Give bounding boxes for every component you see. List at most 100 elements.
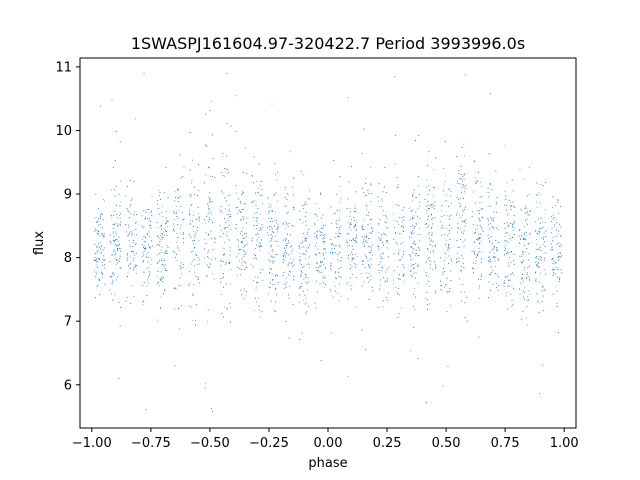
data-point (461, 284, 463, 286)
x-tick-label: 1.00 (550, 436, 579, 451)
data-point (116, 205, 117, 206)
data-point (173, 223, 175, 225)
data-point (102, 237, 104, 239)
data-point (415, 223, 417, 225)
data-point (272, 279, 274, 281)
data-point (458, 172, 460, 174)
data-point (111, 189, 112, 191)
data-point (555, 219, 557, 221)
data-point (211, 219, 213, 221)
data-point (272, 279, 273, 281)
data-point (240, 220, 242, 221)
data-point (322, 214, 324, 216)
data-point (512, 237, 514, 238)
data-point (214, 177, 216, 178)
data-point (306, 311, 308, 312)
data-point (116, 259, 118, 260)
data-point (127, 210, 129, 212)
data-point (462, 185, 464, 187)
data-point (158, 213, 160, 215)
data-point (369, 219, 371, 220)
data-point (414, 308, 416, 310)
data-point (286, 247, 288, 249)
data-point (322, 261, 323, 263)
data-point (299, 338, 300, 340)
data-point (449, 239, 451, 240)
data-point (334, 272, 336, 274)
data-point (504, 144, 506, 146)
data-point (462, 233, 464, 235)
data-point (97, 233, 99, 235)
data-point (536, 243, 538, 245)
data-point (339, 252, 340, 254)
data-point (101, 213, 103, 215)
data-point (459, 278, 461, 280)
data-point (525, 205, 527, 207)
data-point (226, 307, 228, 309)
data-point (331, 244, 332, 245)
data-point (314, 222, 316, 224)
data-point (143, 261, 144, 263)
data-point (504, 282, 506, 284)
data-point (368, 298, 370, 300)
x-tick-label: 0.25 (373, 436, 402, 451)
data-point (560, 235, 561, 237)
data-point (354, 204, 356, 206)
data-point (253, 156, 255, 158)
data-point (101, 273, 103, 274)
data-point (147, 261, 149, 263)
data-point (196, 264, 198, 265)
data-point (463, 143, 465, 145)
data-point (285, 287, 287, 288)
data-point (419, 240, 421, 242)
data-point (540, 228, 542, 230)
data-point (285, 238, 287, 240)
data-point (290, 246, 291, 248)
data-point (156, 222, 158, 223)
data-point (538, 258, 539, 260)
data-point (505, 244, 507, 246)
data-point (460, 228, 462, 230)
data-point (371, 287, 373, 289)
data-point (293, 225, 295, 227)
data-point (189, 194, 191, 196)
data-point (293, 264, 295, 266)
data-point (536, 263, 538, 265)
data-point (304, 303, 306, 305)
data-point (143, 300, 145, 302)
data-point (554, 262, 556, 264)
data-point (449, 288, 451, 289)
data-point (324, 251, 326, 253)
data-point (399, 233, 401, 235)
data-point (447, 215, 449, 217)
data-point (441, 234, 443, 236)
data-point (475, 238, 477, 240)
data-point (129, 256, 131, 258)
data-point (538, 302, 540, 304)
data-point (159, 195, 160, 197)
data-point (135, 266, 136, 267)
data-point (443, 190, 444, 192)
data-point (148, 220, 150, 221)
data-point (102, 258, 104, 260)
data-point (397, 317, 399, 318)
data-point (94, 230, 95, 232)
data-point (251, 237, 253, 239)
data-point (269, 229, 271, 231)
data-point (418, 176, 419, 178)
data-point (275, 254, 277, 256)
data-point (292, 261, 293, 263)
data-point (283, 255, 285, 257)
data-point (463, 178, 465, 180)
data-point (519, 229, 521, 230)
data-point (99, 278, 100, 280)
data-point (480, 181, 481, 183)
data-point (191, 180, 193, 181)
data-point (308, 264, 310, 266)
data-point (253, 182, 254, 184)
data-point (96, 285, 98, 287)
data-point (245, 203, 246, 205)
data-point (473, 251, 475, 253)
data-point (210, 259, 212, 261)
data-point (553, 272, 555, 274)
